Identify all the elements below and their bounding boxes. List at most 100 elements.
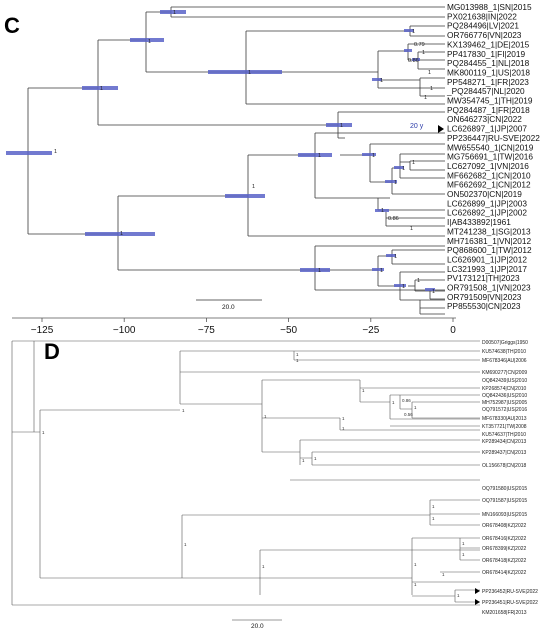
panel-c-branch — [370, 168, 445, 195]
panel-d-root-branch — [11, 340, 480, 606]
support-value: 1 — [296, 358, 299, 363]
taxon-label: LC626901_1|JP|2012 — [447, 254, 527, 264]
support-value: 1 — [302, 458, 305, 463]
taxon-label: OQ791572|US|2016 — [482, 407, 527, 413]
support-value: 1 — [248, 70, 251, 76]
support-value: 1 — [342, 426, 345, 431]
panel-c-branch — [247, 155, 445, 237]
panel-c-branch — [315, 249, 445, 286]
panel-c-hpd-bar — [208, 70, 282, 74]
support-value: 1 — [380, 268, 383, 274]
support-value: 1 — [372, 153, 375, 159]
support-value: 1 — [264, 414, 267, 419]
panel-c-hpd-bar — [225, 194, 265, 198]
taxon-label: MG756691_1|TW|2016 — [447, 152, 533, 162]
taxon-label: PX021638|IN|2022 — [447, 11, 517, 21]
taxon-label: I|AB433892|1961 — [447, 217, 511, 227]
taxon-label: PP236451|RU-SVE|2022 — [482, 600, 538, 606]
support-value: 0.79 — [414, 42, 425, 48]
panel-c-root-branch — [27, 87, 118, 235]
support-value: 1 — [380, 78, 383, 84]
panel-d-scale-label: 20.0 — [251, 623, 264, 630]
axis-tick-label: −50 — [280, 325, 297, 336]
taxon-label: MK800119_1|US|2018 — [447, 67, 530, 77]
taxon-label: PP417830_1|FI|2019 — [447, 49, 526, 59]
taxon-label: LC626892_1|JP|2002 — [447, 208, 527, 218]
support-value: 0.56 — [404, 412, 413, 417]
taxon-label: OR791508_1|VN|2023 — [447, 283, 531, 293]
panel-c-hpd-bar — [85, 232, 155, 236]
panel-d-support-values: 1 1 1 1 1 1 0.86 1 0.56 1 1 1 1 1 1 1 1 … — [42, 352, 465, 598]
taxon-label: MW354745_1|TH|2019 — [447, 96, 533, 106]
support-value: 1 — [342, 416, 345, 421]
support-value: 1 — [422, 50, 425, 56]
axis-tick-label: −125 — [31, 325, 54, 336]
taxon-label: PQ284487_1|FR|2018 — [447, 105, 530, 115]
panel-c-hpd-bar — [160, 10, 186, 14]
support-value: 1 — [148, 39, 151, 45]
support-value: 1 — [414, 562, 417, 567]
taxon-label: PQ284496|LV|2021 — [447, 21, 519, 31]
support-value: 1 — [432, 289, 435, 295]
support-value: 1 — [252, 184, 255, 190]
panel-c-branch — [248, 132, 445, 199]
panel-c-branch — [315, 289, 445, 300]
taxon-label: LC626899_1|JP|2003 — [447, 198, 527, 208]
panel-c-branch — [97, 39, 338, 126]
panel-c-branch — [245, 30, 445, 105]
taxon-label: PQ284455_1|NL|2018 — [447, 58, 530, 68]
panel-c-scale-label: 20.0 — [222, 304, 235, 311]
taxon-label: OR678414|KZ|2022 — [482, 570, 527, 576]
taxon-label: KU574637|TH|2010 — [482, 432, 526, 438]
taxon-label: PP548271_1|FR|2023 — [447, 77, 529, 87]
panel-c-branch — [117, 195, 315, 271]
time-axis: −125 −100 −75 −50 −25 0 — [31, 318, 456, 336]
support-value: 1 — [54, 149, 57, 155]
support-value: 1 — [462, 541, 465, 546]
panel-c-letter: C — [4, 13, 20, 38]
support-value: 1 — [394, 254, 397, 260]
panel-c-hpd-bar — [6, 151, 52, 155]
taxon-label: MT241238_1|SG|2013 — [447, 226, 531, 236]
taxon-label: LC626897_1|JP|2007 — [447, 124, 527, 134]
panel-d-branch — [179, 350, 480, 405]
panel-c-hpd-bar — [386, 254, 396, 257]
panel-c-hpd-bar — [394, 166, 404, 169]
support-value: 1 — [442, 572, 445, 577]
taxon-label: KP268574|CN|2010 — [482, 386, 527, 392]
support-value: 1 — [432, 516, 435, 521]
support-value: 1 — [412, 29, 415, 35]
taxon-label: MH752987|US|2005 — [482, 400, 527, 406]
taxon-label: KP289434|CN|2013 — [482, 439, 527, 445]
taxon-label: MF662682_1|CN|2010 — [447, 170, 531, 180]
support-value: 0.86 — [408, 58, 419, 64]
support-value: 1 — [424, 95, 427, 101]
support-value: 1 — [182, 408, 185, 413]
panel-d-taxa: D00507|Griggs|1950 KU574638|TH|2010 MF6783… — [482, 340, 538, 616]
panel-d-branch — [262, 417, 480, 431]
taxon-label: PP855530|CN|2023 — [447, 301, 521, 311]
taxon-label: ON646273|CN|2022 — [447, 114, 522, 124]
panel-d-tree: D 1 1 1 1 1 1 0.86 1 0.56 — [11, 339, 538, 630]
panel-c-branch — [314, 245, 445, 290]
panel-c-hpd-bar — [394, 284, 406, 287]
taxon-label: KM690277|CN|2009 — [482, 370, 527, 376]
panel-c-branch — [340, 143, 445, 182]
support-value: 1 — [412, 160, 415, 166]
panel-d-branch — [412, 537, 480, 603]
panel-c-branch — [170, 6, 445, 18]
taxon-label: MF662692_1|CN|2012 — [447, 180, 531, 190]
taxon-label: MF678330|AU|2013 — [482, 416, 527, 422]
taxon-label: MG013988_1|SN|2015 — [447, 2, 532, 12]
support-value: 1 — [296, 352, 299, 357]
support-value: 1 — [410, 226, 413, 232]
panel-c-branch — [385, 212, 445, 227]
taxon-label: MN166093|US|2015 — [482, 512, 527, 518]
support-value: 1 — [402, 166, 405, 172]
taxon-label: D00507|Griggs|1950 — [482, 340, 528, 346]
taxon-label: OR678418|KZ|2022 — [482, 558, 527, 564]
panel-d-branch — [390, 394, 480, 427]
support-value: 1 — [417, 278, 420, 284]
panel-c-branch — [337, 111, 445, 139]
